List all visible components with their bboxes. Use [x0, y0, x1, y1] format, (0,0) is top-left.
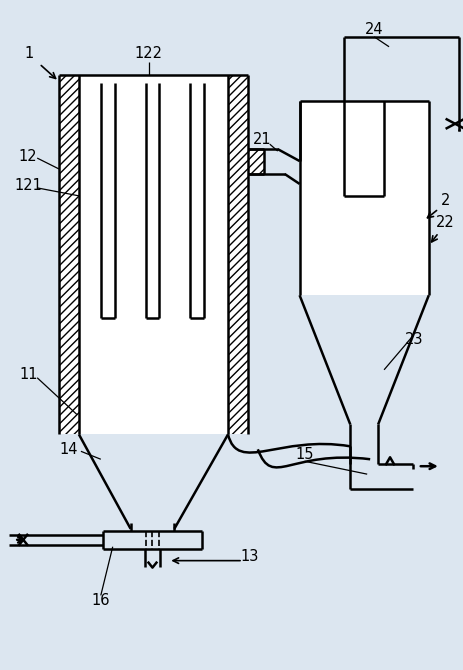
- Text: 122: 122: [134, 46, 162, 61]
- Bar: [145, 82, 159, 318]
- Text: 13: 13: [240, 549, 258, 564]
- Bar: [227, 74, 247, 434]
- Text: 12: 12: [19, 149, 38, 163]
- Bar: [59, 74, 79, 434]
- Text: 2: 2: [440, 194, 450, 208]
- Text: 22: 22: [435, 215, 454, 230]
- Bar: [344, 101, 383, 196]
- Text: 16: 16: [91, 593, 110, 608]
- Text: 23: 23: [404, 332, 422, 348]
- Text: 11: 11: [19, 367, 38, 383]
- Bar: [190, 82, 204, 318]
- Bar: [247, 149, 263, 174]
- Text: 21: 21: [252, 132, 270, 147]
- Text: 1: 1: [25, 46, 34, 61]
- Bar: [100, 82, 114, 318]
- Text: 24: 24: [364, 22, 382, 38]
- Text: 121: 121: [14, 178, 42, 194]
- Bar: [79, 74, 227, 434]
- Text: 14: 14: [60, 442, 78, 457]
- Bar: [299, 101, 428, 295]
- Text: 15: 15: [294, 447, 313, 462]
